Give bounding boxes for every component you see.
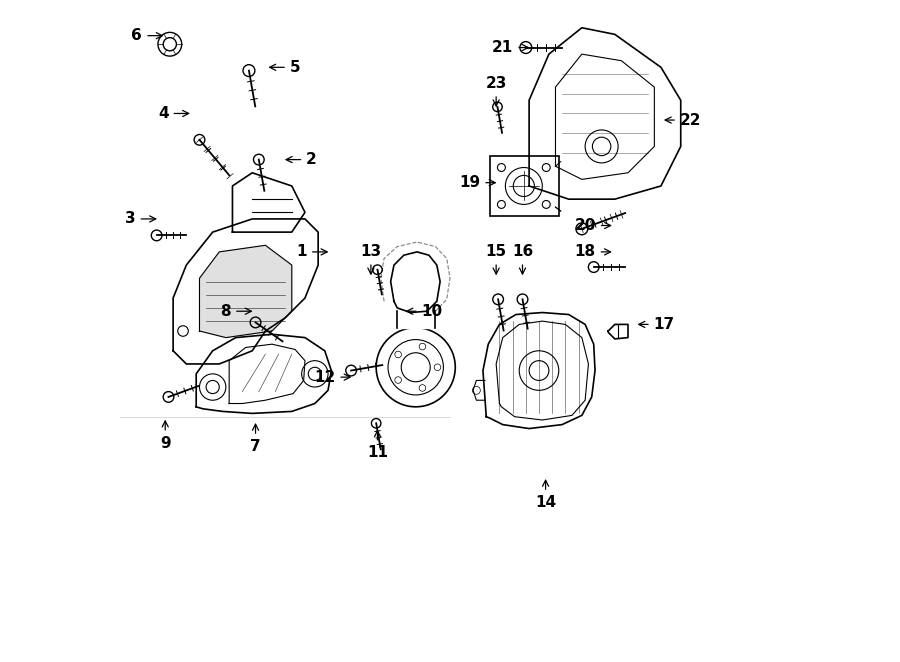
Polygon shape <box>397 314 436 328</box>
Text: 3: 3 <box>125 211 156 226</box>
Text: 5: 5 <box>270 60 301 75</box>
Text: 22: 22 <box>665 113 701 128</box>
Text: 15: 15 <box>486 244 507 274</box>
Text: 20: 20 <box>574 218 610 233</box>
Text: 21: 21 <box>492 40 528 55</box>
Polygon shape <box>196 334 331 413</box>
Polygon shape <box>608 324 628 339</box>
Text: 23: 23 <box>485 76 507 106</box>
Text: 12: 12 <box>314 369 350 385</box>
Polygon shape <box>483 312 595 428</box>
Text: 14: 14 <box>535 480 556 510</box>
Text: 2: 2 <box>286 152 317 167</box>
Polygon shape <box>200 246 292 338</box>
Text: 7: 7 <box>250 424 261 454</box>
FancyBboxPatch shape <box>490 156 559 216</box>
Polygon shape <box>473 381 485 401</box>
Text: 16: 16 <box>512 244 533 274</box>
Text: 4: 4 <box>158 106 189 121</box>
Text: 18: 18 <box>574 244 610 260</box>
Polygon shape <box>529 28 680 199</box>
Text: 10: 10 <box>407 304 443 318</box>
Polygon shape <box>232 173 305 232</box>
Text: 19: 19 <box>459 175 495 190</box>
Text: 6: 6 <box>131 28 162 43</box>
Text: 1: 1 <box>296 244 328 260</box>
Text: 8: 8 <box>220 304 251 318</box>
Text: 9: 9 <box>160 421 170 451</box>
Circle shape <box>376 328 455 407</box>
Polygon shape <box>391 252 440 312</box>
Text: 17: 17 <box>639 317 675 332</box>
Polygon shape <box>173 219 319 364</box>
Text: 11: 11 <box>367 431 388 461</box>
Text: 13: 13 <box>360 244 382 274</box>
